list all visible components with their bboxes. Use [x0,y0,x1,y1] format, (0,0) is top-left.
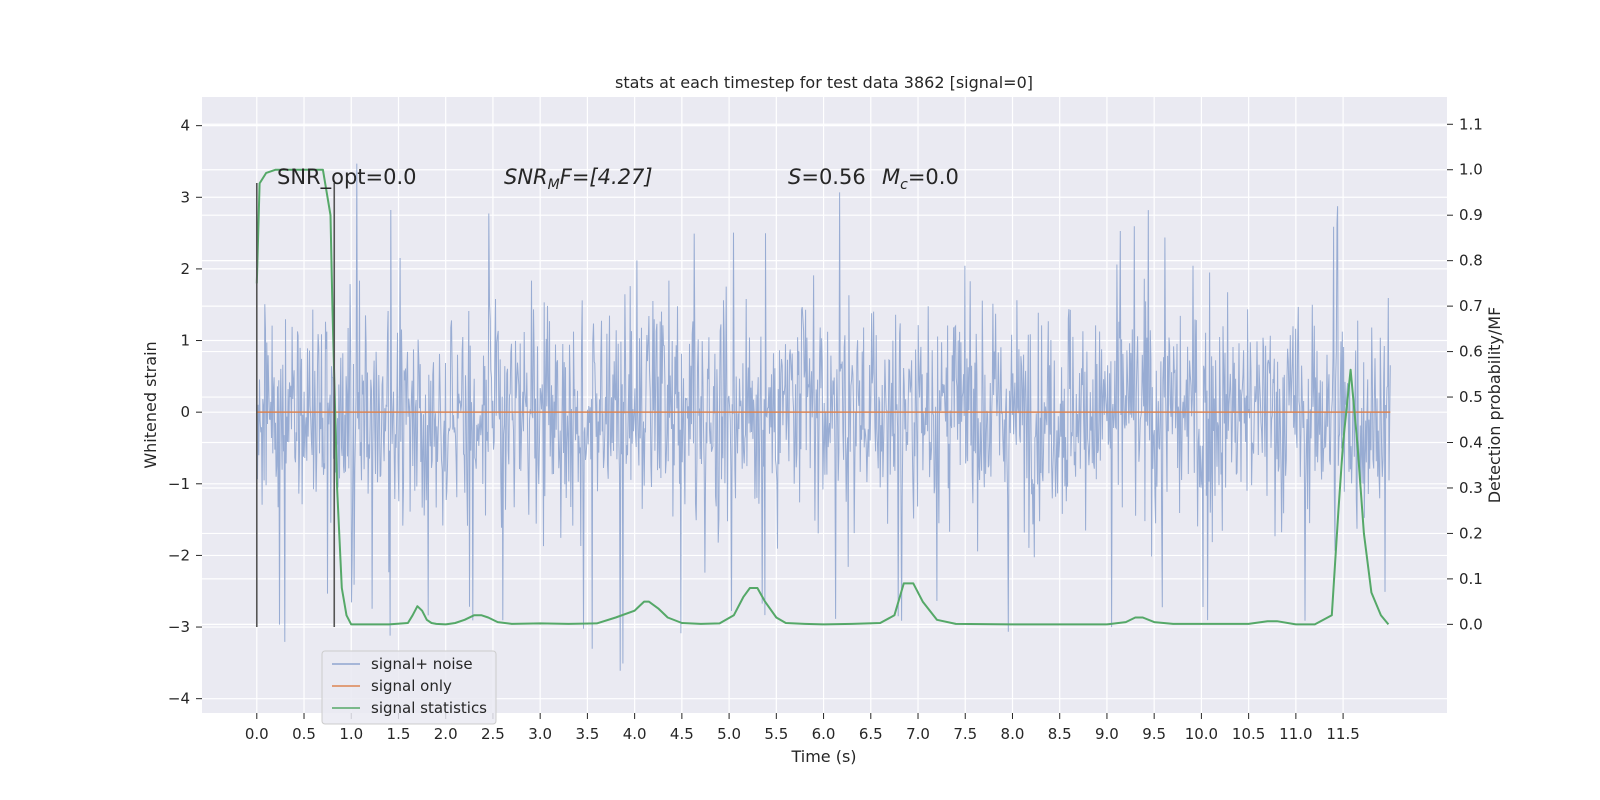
y-tick-label: 2 [180,260,190,278]
y-right-tick-label: 0.0 [1459,615,1483,633]
y-tick-label: 1 [180,332,190,350]
x-tick-label: 5.5 [764,725,788,743]
x-tick-label: 11.5 [1326,725,1359,743]
x-tick-label: 2.5 [481,725,505,743]
x-tick-label: 0.5 [292,725,316,743]
y-right-tick-label: 0.8 [1459,252,1483,270]
x-tick-label: 3.0 [528,725,552,743]
y-axis-label: Whitened strain [141,341,160,468]
x-tick-label: 1.0 [339,725,363,743]
x-tick-label: 4.0 [623,725,647,743]
y-tick-label: 0 [180,403,190,421]
y-tick-label: −4 [168,690,190,708]
x-tick-label: 0.0 [245,725,269,743]
chart-title: stats at each timestep for test data 386… [615,73,1033,92]
x-tick-label: 8.0 [1001,725,1025,743]
x-axis-label: Time (s) [790,747,856,766]
x-tick-label: 6.0 [812,725,836,743]
x-tick-label: 7.0 [906,725,930,743]
x-tick-label: 8.5 [1048,725,1072,743]
y-right-tick-label: 0.3 [1459,479,1483,497]
legend-label-stats: signal statistics [371,699,487,717]
y-right-tick-label: 0.1 [1459,570,1483,588]
y-right-tick-label: 0.6 [1459,343,1483,361]
y-right-tick-label: 0.7 [1459,297,1483,315]
annotation-s: S=0.56 [788,165,866,189]
y-tick-label: 4 [180,117,190,135]
vertical-markers [255,182,336,628]
noise-series [256,163,1391,671]
annotation-snr-mf: SNRMF=[4.27] [504,165,653,193]
x-tick-label: 11.0 [1279,725,1312,743]
legend-label-signal: signal only [371,677,452,695]
x-tick-label: 10.5 [1232,725,1265,743]
y-right-tick-label: 0.2 [1459,524,1483,542]
x-tick-label: 4.5 [670,725,694,743]
x-tick-label: 1.5 [387,725,411,743]
y-right-tick-label: 1.1 [1459,115,1483,133]
x-tick-label: 9.5 [1142,725,1166,743]
y-right-axis-label: Detection probability/MF [1485,307,1504,504]
y-tick-label: −1 [168,475,190,493]
y-tick-label: −3 [168,618,190,636]
x-tick-label: 10.0 [1185,725,1218,743]
x-tick-label: 6.5 [859,725,883,743]
y-right-tick-label: 0.4 [1459,434,1483,452]
y-right-tick-label: 1.0 [1459,161,1483,179]
annotation-snr-opt: SNR_opt=0.0 [277,165,417,190]
legend-label-noise: signal+ noise [371,655,473,673]
signal-statistics-line [255,168,1390,626]
y-tick-label: 3 [180,188,190,206]
x-tick-label: 9.0 [1095,725,1119,743]
noise-series-line [256,163,1391,671]
y-tick-label: −2 [168,546,190,564]
annotation-mc: Mc=0.0 [882,165,959,193]
y-right-tick-label: 0.9 [1459,206,1483,224]
x-tick-label: 3.5 [575,725,599,743]
x-tick-label: 5.0 [717,725,741,743]
line-layer [255,168,1391,626]
legend: signal+ noise signal only signal statist… [321,650,497,725]
x-tick-label: 7.5 [953,725,977,743]
legend-box [321,650,497,725]
tick-layer: 0.0 0.5 1.0 1.5 2.0 2.5 3.0 3.5 4.0 4.5 5.0 5.5 6.0 6… [168,115,1483,743]
y-right-tick-label: 0.5 [1459,388,1483,406]
x-tick-label: 2.0 [434,725,458,743]
